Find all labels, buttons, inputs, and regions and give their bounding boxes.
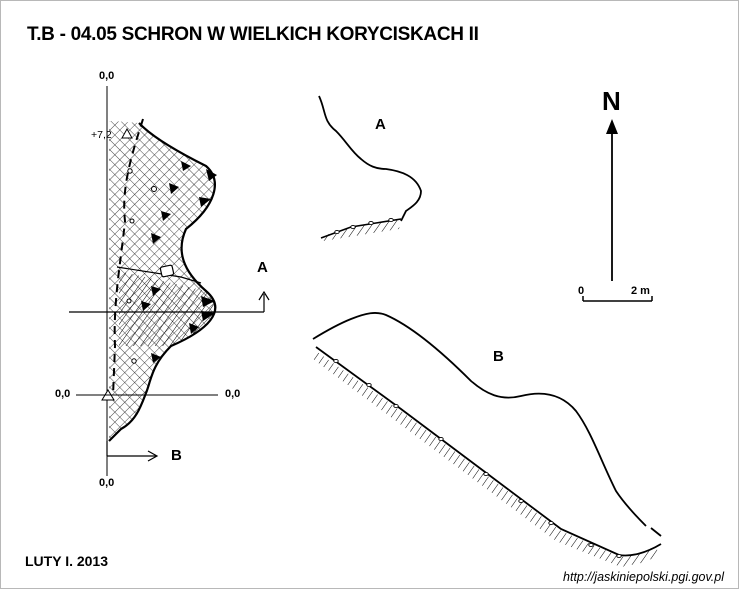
pebbles — [126, 168, 157, 364]
ledge-line — [116, 266, 202, 284]
wall-markers — [141, 161, 217, 363]
map-title: T.B - 04.05 SCHRON W WIELKICH KORYCISKAC… — [27, 24, 479, 45]
drip-line — [112, 118, 144, 397]
section-b-arrow-head — [147, 450, 159, 462]
north-arrow — [606, 119, 618, 281]
section-a-arrow-head — [258, 290, 270, 301]
cross-section-b — [312, 312, 662, 567]
cave-plan-profile — [69, 86, 270, 476]
cross-section-b-label: B — [493, 348, 504, 365]
north-label: N — [602, 86, 621, 116]
profile-bottom-elevation: 0,0 — [99, 477, 115, 489]
cave-wall-outline — [108, 122, 217, 442]
profile-top-elevation: 0,0 — [99, 70, 115, 82]
survey-date: LUTY I. 2013 — [25, 553, 109, 569]
survey-point-top — [121, 127, 133, 139]
cross-section-a-label: A — [375, 116, 386, 133]
source-url: http://jaskiniepolski.pgi.gov.pl — [563, 570, 724, 584]
scale-bar — [582, 296, 653, 302]
section-b-outline-end — [650, 527, 662, 537]
section-b-pebbles — [333, 358, 622, 559]
section-b-outline — [312, 312, 647, 527]
profile-right-elevation: 0,0 — [225, 388, 241, 400]
section-b-floor — [315, 346, 662, 557]
cross-section-a — [318, 95, 422, 241]
section-a-floor-hatch — [323, 219, 401, 241]
scale-end-label: 2 m — [631, 285, 650, 297]
profile-point-elevation: +7,2 — [91, 129, 112, 141]
boulder — [159, 264, 175, 278]
section-a-marker-label: A — [257, 259, 268, 276]
profile-left-elevation: 0,0 — [55, 388, 71, 400]
section-a-outline — [318, 95, 422, 222]
section-b-marker-label: B — [171, 447, 182, 464]
section-a-pebbles — [334, 217, 394, 235]
scale-start-label: 0 — [578, 285, 585, 297]
